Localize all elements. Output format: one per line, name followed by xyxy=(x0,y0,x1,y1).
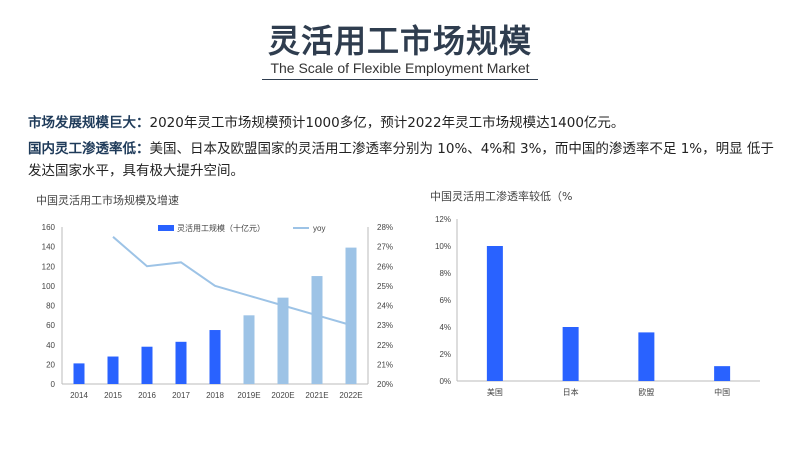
chart1-x-tick: 2017 xyxy=(172,391,190,400)
chart1-y-tick: 80 xyxy=(46,302,55,311)
chart1-y2-tick: 20% xyxy=(377,380,393,389)
chart1-bar xyxy=(311,276,323,384)
chart1-y2-tick: 25% xyxy=(377,282,393,291)
chart1-x-tick: 2020E xyxy=(271,391,294,400)
chart2-bar xyxy=(638,332,655,381)
title-divider xyxy=(262,79,538,80)
chart1-yoy-line xyxy=(112,236,352,327)
chart1-bar xyxy=(73,363,85,384)
point-body: 2020年灵工市场规模预计1000多亿，预计2022年灵工市场规模达1400亿元… xyxy=(149,115,625,131)
chart1-y-tick: 60 xyxy=(46,321,55,330)
chart2-y-tick: 2% xyxy=(439,350,451,359)
chart1-x-tick: 2021E xyxy=(305,391,328,400)
chart2-bar xyxy=(486,246,503,381)
chart1-y2-tick: 22% xyxy=(377,341,393,350)
chart1-bar xyxy=(141,346,153,384)
chart2-y-tick: 8% xyxy=(439,269,451,278)
chart1-x-tick: 2015 xyxy=(104,391,122,400)
page-subtitle: The Scale of Flexible Employment Market xyxy=(270,60,530,76)
chart1-y-tick: 140 xyxy=(42,243,56,252)
chart2-x-tick: 日本 xyxy=(563,387,579,397)
chart2-y-tick: 0% xyxy=(439,377,451,386)
chart1-legend-bar-label: 灵活用工规模（十亿元） xyxy=(177,223,265,233)
chart1-y2-tick: 28% xyxy=(377,223,393,232)
chart1-y-tick: 120 xyxy=(42,262,56,271)
chart1-title: 中国灵活用工市场规模及增速 xyxy=(36,194,179,207)
chart1-x-tick: 2016 xyxy=(138,391,156,400)
chart2-y-tick: 12% xyxy=(435,215,451,224)
chart1-x-tick: 2018 xyxy=(206,391,224,400)
chart2-x-tick: 中国 xyxy=(714,387,730,397)
chart1-bar xyxy=(175,341,187,384)
chart2-bar xyxy=(714,366,731,381)
chart1-y2-tick: 24% xyxy=(377,302,393,311)
point-heading: 国内灵工渗透率低： xyxy=(28,141,150,157)
chart1-bar xyxy=(277,297,289,384)
chart1-bar xyxy=(345,247,357,384)
chart2-y-tick: 4% xyxy=(439,323,451,332)
point-heading: 市场发展规模巨大： xyxy=(28,115,150,131)
chart1-y-tick: 20 xyxy=(46,360,55,369)
chart2-y-tick: 10% xyxy=(435,242,451,251)
chart2-x-tick: 美国 xyxy=(487,387,503,397)
chart1-bar xyxy=(107,356,119,384)
chart1-x-tick: 2014 xyxy=(70,391,88,400)
chart2-bar xyxy=(562,327,579,381)
chart1-y-tick: 0 xyxy=(51,380,56,389)
chart1-x-tick: 2022E xyxy=(339,391,362,400)
point-market-size: 市场发展规模巨大：2020年灵工市场规模预计1000多亿，预计2022年灵工市场… xyxy=(28,112,778,134)
chart1-y2-tick: 26% xyxy=(377,262,393,271)
chart1-y2-tick: 27% xyxy=(377,243,393,252)
chart2-x-tick: 欧盟 xyxy=(638,387,654,397)
chart1-legend-bar-swatch xyxy=(158,225,174,231)
point-penetration: 国内灵工渗透率低：美国、日本及欧盟国家的灵活用工渗透率分别为 10%、4%和 3… xyxy=(28,138,778,182)
chart2-title: 中国灵活用工渗透率较低（% xyxy=(430,190,573,203)
chart1-x-tick: 2019E xyxy=(237,391,260,400)
chart2-y-tick: 6% xyxy=(439,296,451,305)
chart1-y-tick: 40 xyxy=(46,341,55,350)
chart1-legend-line-label: yoy xyxy=(313,224,325,233)
page-title: 灵活用工市场规模 xyxy=(267,22,532,60)
chart1-bar xyxy=(243,315,255,384)
chart1-y-tick: 100 xyxy=(42,282,56,291)
chart1-bar xyxy=(209,330,221,384)
chart1-y2-tick: 21% xyxy=(377,360,393,369)
point-body: 美国、日本及欧盟国家的灵活用工渗透率分别为 10%、4%和 3%，而中国的渗透率… xyxy=(28,141,774,179)
chart1-y-tick: 160 xyxy=(42,223,56,232)
chart1-y2-tick: 23% xyxy=(377,321,393,330)
